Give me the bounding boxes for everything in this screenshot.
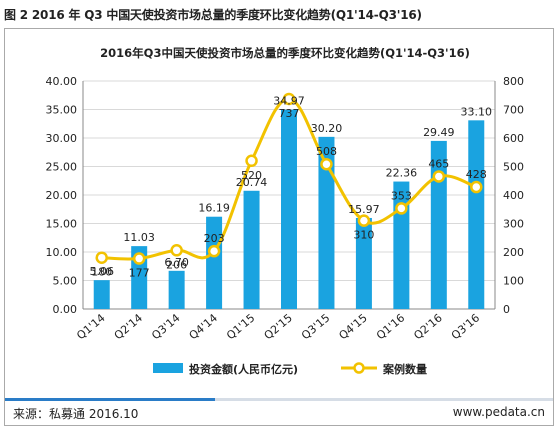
bar-data-label: 11.03 (123, 231, 155, 244)
legend-label-bar: 投资金额(人民币亿元) (189, 362, 298, 376)
bar-data-label: 29.49 (423, 126, 455, 139)
bar-data-label: 15.97 (348, 203, 380, 216)
footer: 来源：私募通 2016.10 www.pedata.cn (4, 398, 554, 426)
line-data-label: 310 (353, 229, 374, 242)
bar-data-label: 34.97 (273, 95, 305, 108)
y-left-tick-label: 25.00 (46, 161, 78, 174)
x-tick-label: Q1'14 (74, 311, 107, 342)
x-tick-label: Q3'14 (149, 311, 182, 342)
y-left-tick-label: 30.00 (46, 132, 78, 145)
bar-data-label: 6.70 (164, 256, 189, 269)
y-left-tick-label: 0.00 (53, 303, 78, 316)
line-data-label: 180 (91, 266, 112, 279)
bar-data-label: 16.19 (198, 202, 230, 215)
line-data-label: 465 (428, 157, 449, 170)
chart-frame: 2016年Q3中国天使投资市场总量的季度环比变化趋势(Q1'14-Q3'16) 0… (4, 28, 554, 400)
figure-caption: 图 2 2016 年 Q3 中国天使投资市场总量的季度环比变化趋势(Q1'14-… (4, 8, 422, 22)
bar-data-label: 20.74 (236, 176, 268, 189)
line-point (170, 244, 183, 257)
x-tick-label: Q2'15 (262, 311, 295, 342)
line-data-label: 520 (241, 169, 262, 182)
bar (393, 181, 410, 309)
site-url: www.pedata.cn (452, 405, 545, 419)
line-data-label: 206 (166, 258, 187, 271)
y-left-tick-label: 15.00 (46, 218, 78, 231)
y-right-tick-label: 300 (503, 218, 524, 231)
line-point (320, 157, 333, 171)
line-point (245, 154, 258, 168)
x-tick-label: Q2'16 (411, 311, 444, 342)
line-data-label: 508 (316, 145, 337, 158)
line-point (470, 180, 483, 194)
footer-divider-accent (5, 398, 215, 401)
line-point (395, 202, 408, 215)
line-data-label: 353 (391, 189, 412, 202)
y-left-tick-label: 10.00 (46, 246, 78, 259)
x-tick-label: Q1'15 (224, 311, 257, 342)
x-tick-label: Q2'14 (112, 311, 145, 342)
y-right-tick-label: 200 (503, 246, 524, 259)
y-right-tick-label: 600 (503, 132, 524, 145)
bar-data-label: 22.36 (386, 167, 418, 180)
line-point (132, 252, 146, 265)
bar (243, 190, 260, 309)
y-left-tick-label: 40.00 (46, 75, 78, 88)
line-point (282, 92, 296, 106)
y-right-tick-label: 100 (503, 275, 524, 288)
x-tick-label: Q3'15 (299, 311, 332, 342)
source-note: 来源：私募通 2016.10 (13, 407, 139, 421)
y-right-tick-label: 500 (503, 161, 524, 174)
y-left-tick-label: 35.00 (46, 104, 78, 117)
x-tick-label: Q4'14 (187, 311, 220, 342)
chart-title: 2016年Q3中国天使投资市场总量的季度环比变化趋势(Q1'14-Q3'16) (100, 46, 470, 60)
y-right-tick-label: 0 (503, 303, 510, 316)
bar (281, 109, 297, 310)
x-tick-label: Q4'15 (336, 311, 369, 342)
y-left-tick-label: 5.00 (53, 275, 78, 288)
bar-data-label: 5.06 (89, 265, 114, 278)
combo-chart: 2016年Q3中国天使投资市场总量的季度环比变化趋势(Q1'14-Q3'16) 0… (46, 46, 525, 376)
line-data-label: 203 (204, 232, 225, 245)
line-point (95, 251, 108, 264)
bar-data-label: 33.10 (461, 105, 493, 118)
y-right-tick-label: 400 (503, 189, 524, 202)
line-data-label: 177 (129, 267, 150, 280)
bar (93, 280, 110, 309)
line-point (357, 214, 371, 227)
bar (206, 216, 223, 309)
line-data-label: 737 (279, 107, 300, 120)
x-tick-label: Q3'16 (449, 311, 482, 342)
legend-swatch-marker (353, 362, 365, 374)
line-point (207, 244, 221, 258)
legend-swatch-bar (153, 363, 183, 373)
footer-divider (5, 398, 553, 401)
bar (430, 140, 447, 309)
bar (318, 136, 335, 309)
x-tick-label: Q1'16 (374, 311, 407, 342)
y-right-tick-label: 700 (503, 104, 524, 117)
line-data-label: 428 (466, 168, 487, 181)
bar (355, 217, 372, 309)
bar-data-label: 30.20 (311, 122, 343, 135)
y-right-tick-label: 800 (503, 75, 524, 88)
line-point (432, 170, 446, 183)
y-left-tick-label: 20.00 (46, 189, 78, 202)
legend-label-line: 案例数量 (382, 362, 427, 376)
bar (468, 120, 485, 309)
bar (168, 270, 185, 309)
